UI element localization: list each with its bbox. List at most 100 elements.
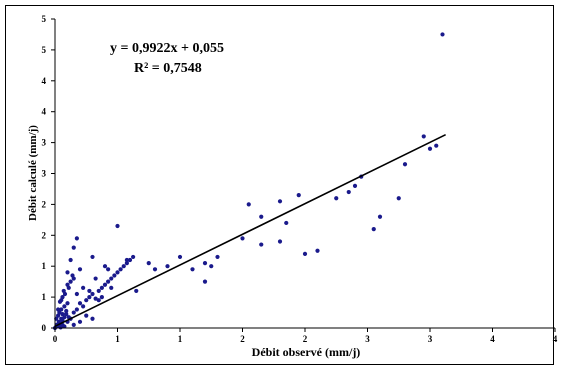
data-point bbox=[131, 254, 136, 260]
data-point bbox=[352, 183, 358, 188]
data-point bbox=[165, 264, 170, 269]
data-point bbox=[99, 285, 104, 290]
data-point bbox=[71, 245, 76, 250]
r-squared-label: R² = 0,7548 bbox=[134, 61, 202, 76]
data-point bbox=[99, 295, 104, 300]
data-point bbox=[109, 285, 114, 290]
data-point bbox=[68, 257, 73, 263]
x-tick-label: 1 bbox=[115, 334, 120, 344]
data-point bbox=[58, 325, 63, 330]
x-tick-label: 1 bbox=[178, 334, 183, 344]
x-tick-label: 4 bbox=[490, 334, 495, 344]
data-point bbox=[102, 264, 108, 269]
data-point bbox=[121, 264, 126, 269]
data-point bbox=[209, 264, 214, 269]
data-point bbox=[302, 251, 308, 256]
data-point bbox=[93, 276, 98, 281]
data-point bbox=[315, 248, 320, 253]
data-point bbox=[64, 308, 69, 314]
data-point bbox=[177, 254, 183, 260]
data-point bbox=[64, 311, 69, 317]
data-point bbox=[60, 311, 65, 317]
data-point bbox=[152, 267, 158, 272]
data-point bbox=[71, 322, 76, 328]
data-point bbox=[93, 296, 98, 301]
data-point bbox=[90, 316, 95, 321]
data-point bbox=[81, 304, 86, 309]
x-tick-label: 3 bbox=[428, 334, 433, 344]
data-point bbox=[62, 291, 68, 297]
trendline bbox=[54, 133, 446, 328]
data-point bbox=[296, 193, 301, 198]
data-point bbox=[440, 32, 445, 37]
data-point bbox=[84, 298, 89, 303]
data-point bbox=[118, 267, 123, 272]
data-point bbox=[106, 267, 111, 272]
chart-frame bbox=[5, 5, 554, 365]
data-point bbox=[68, 279, 73, 284]
data-point bbox=[427, 146, 433, 151]
data-point bbox=[77, 319, 83, 324]
data-point bbox=[284, 220, 289, 226]
data-point bbox=[112, 273, 117, 278]
data-point bbox=[277, 239, 283, 244]
data-point bbox=[87, 288, 92, 294]
data-point bbox=[334, 196, 339, 201]
data-point bbox=[146, 261, 151, 266]
data-point bbox=[202, 279, 208, 284]
data-point bbox=[109, 276, 114, 281]
y-ticks: 0 1 1 2 2 3 3 4 4 5 5 bbox=[42, 14, 55, 333]
x-axis-title: Débit observé (mm/j) bbox=[252, 345, 361, 359]
y-tick-label: 1 bbox=[42, 292, 47, 302]
data-point bbox=[56, 307, 61, 312]
data-point bbox=[246, 202, 251, 207]
data-point bbox=[62, 315, 67, 320]
data-point bbox=[215, 254, 220, 260]
data-point bbox=[259, 242, 264, 247]
data-point bbox=[71, 310, 76, 315]
y-tick-label: 3 bbox=[42, 169, 47, 179]
x-tick-label: 4 bbox=[553, 334, 558, 344]
data-point bbox=[134, 288, 139, 294]
points-layer bbox=[52, 32, 445, 331]
data-point bbox=[124, 261, 129, 266]
data-point bbox=[66, 285, 71, 290]
data-point bbox=[96, 288, 101, 294]
data-point bbox=[71, 276, 76, 281]
data-point bbox=[371, 227, 376, 232]
data-point bbox=[59, 307, 64, 312]
data-point bbox=[62, 304, 67, 309]
data-point bbox=[57, 299, 63, 304]
data-point bbox=[96, 298, 101, 303]
data-point bbox=[74, 307, 79, 312]
x-tick-label: 2 bbox=[240, 334, 245, 344]
y-tick-label: 5 bbox=[42, 45, 47, 55]
y-tick-label: 4 bbox=[42, 76, 47, 86]
x-ticks: 0 1 1 2 2 3 3 4 4 bbox=[53, 328, 558, 344]
data-point bbox=[90, 291, 95, 297]
x-tick-label: 2 bbox=[303, 334, 308, 344]
equation-label: y = 0,9922x + 0,055 bbox=[110, 41, 224, 56]
data-point bbox=[87, 295, 92, 300]
data-point bbox=[277, 199, 283, 204]
data-point bbox=[127, 257, 133, 263]
x-tick-label: 0 bbox=[53, 334, 58, 344]
y-tick-label: 2 bbox=[42, 199, 47, 209]
data-point bbox=[102, 282, 108, 287]
data-point bbox=[77, 301, 83, 306]
data-point bbox=[65, 270, 70, 275]
y-tick-label: 4 bbox=[42, 107, 47, 117]
data-point bbox=[77, 267, 83, 272]
data-point bbox=[60, 295, 65, 300]
data-point bbox=[402, 162, 408, 167]
data-point bbox=[259, 214, 264, 219]
data-point bbox=[396, 196, 401, 201]
data-point bbox=[202, 261, 208, 266]
data-point bbox=[65, 301, 70, 306]
y-tick-label: 2 bbox=[42, 230, 47, 240]
data-point bbox=[74, 291, 79, 297]
y-tick-label: 5 bbox=[42, 14, 47, 24]
y-tick-label: 1 bbox=[42, 261, 47, 271]
data-point bbox=[346, 189, 351, 195]
